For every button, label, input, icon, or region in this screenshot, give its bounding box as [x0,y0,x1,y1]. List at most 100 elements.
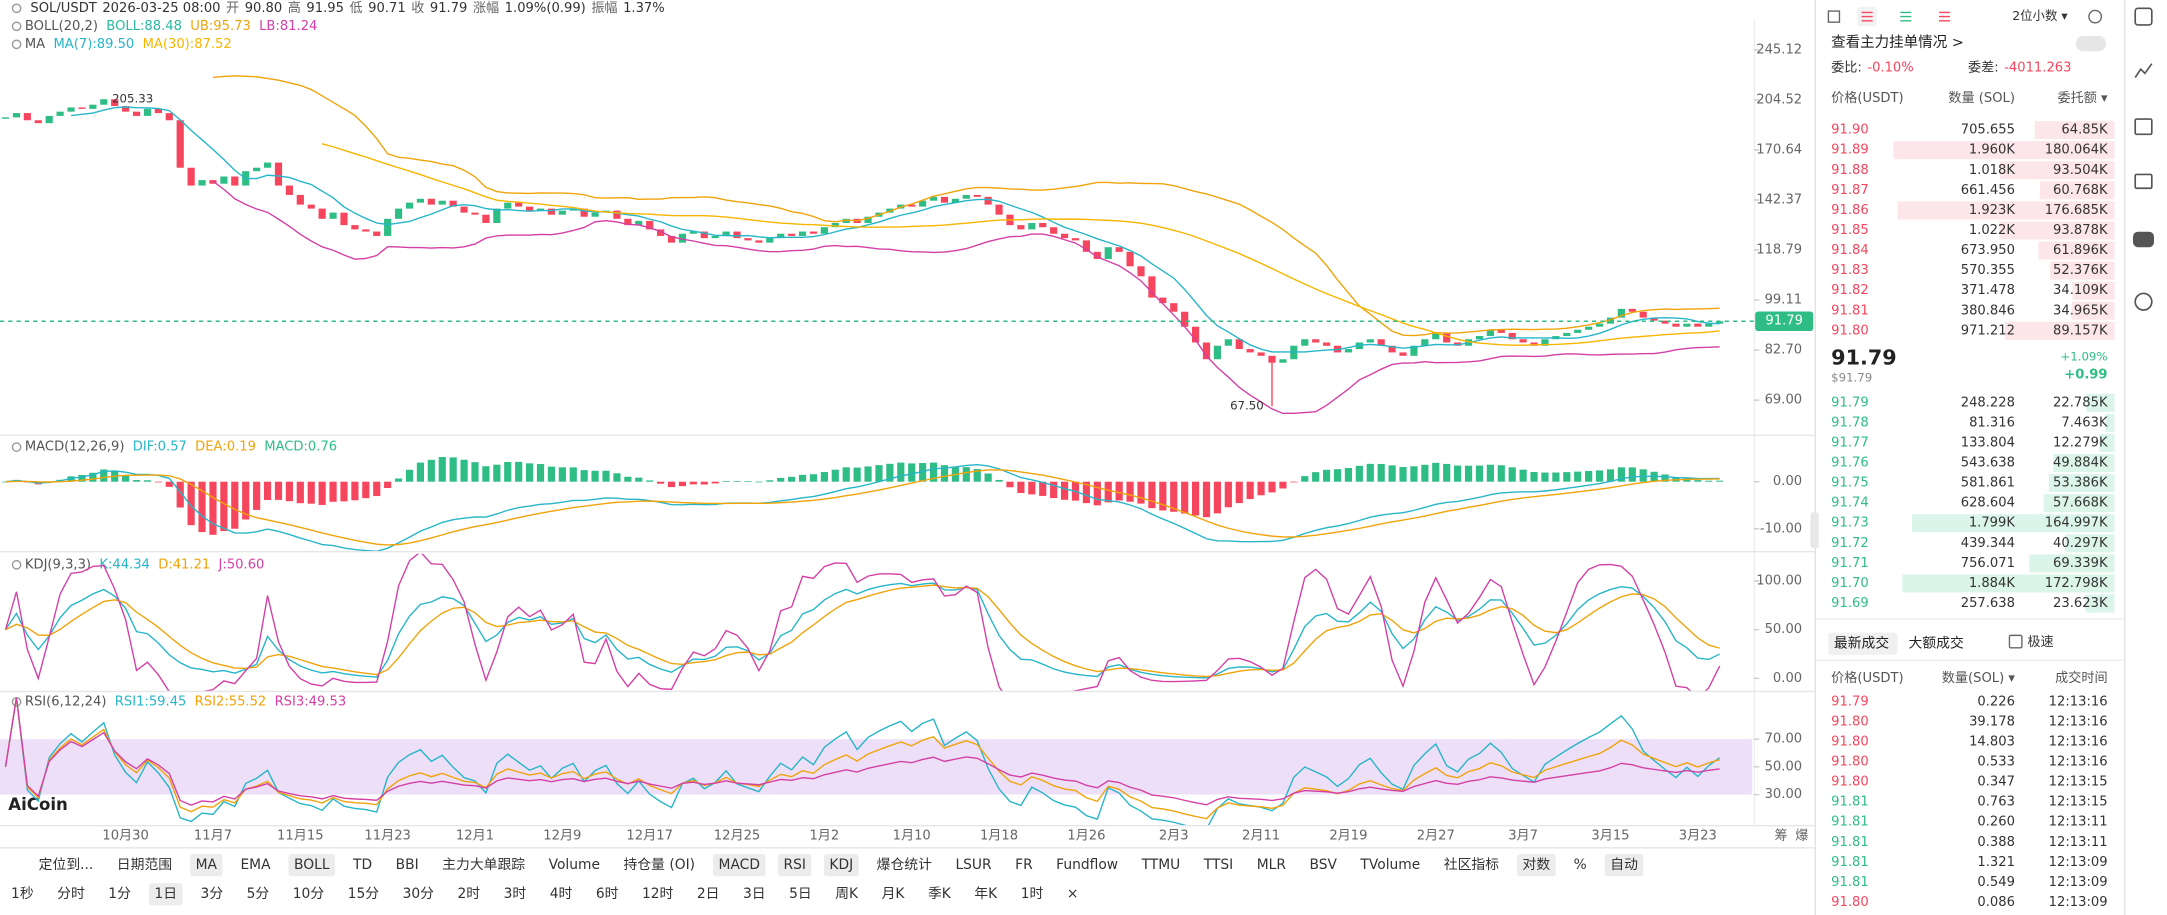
orderbook-title[interactable]: 查看主力挂单情况 > [1831,34,1964,51]
indicator-icon [11,39,22,50]
toolbar-item[interactable]: 爆仓统计 [877,857,932,873]
collapse-handle[interactable] [1810,512,1819,549]
toolbar-active [190,854,223,877]
toolbar-item[interactable]: 3分 [201,886,224,902]
fast-toggle[interactable]: 极速 [2027,634,2053,650]
toolbar-item[interactable]: 10分 [293,886,325,902]
candle-body [744,238,752,241]
toolbar-item[interactable]: 30分 [403,886,435,902]
toolbar-item[interactable]: TTSI [1203,857,1233,873]
indicator-value: RSI2:55.52 [195,694,267,709]
candle-body [1672,323,1680,327]
macd-bar [253,481,261,510]
toolbar-item[interactable]: EMA [240,857,271,873]
y-tick-label: 69.00 [1765,393,1803,408]
book-cell: 91.73 [1831,516,1869,531]
stat-value: 1.09%(0.99) [505,1,586,16]
toggle[interactable] [2075,35,2107,52]
macd-bar [493,464,501,482]
toolbar-item[interactable]: 周K [835,886,859,902]
stat-label: 低 [349,0,362,16]
candle-body [689,231,697,234]
toolbar-item[interactable]: × [1067,886,1079,902]
indicator-value: RSI1:59.45 [115,694,187,709]
checkbox[interactable] [2008,634,2023,649]
toolbar-item[interactable]: 1日 [154,886,177,902]
toolbar-item[interactable]: 对数 [1523,857,1551,873]
toolbar-item[interactable]: 3时 [504,886,527,902]
toolbar-item[interactable]: 2日 [697,886,720,902]
toolbar-item[interactable]: LSUR [955,857,992,873]
trade-cell: 91.80 [1831,734,1869,749]
toolbar-item[interactable]: 社区指标 [1444,857,1499,873]
toolbar-item[interactable]: 4时 [550,886,573,902]
toolbar-item[interactable]: 5分 [247,886,270,902]
book-cell: 91.78 [1831,415,1869,430]
indicator-line [4,697,1720,820]
icon[interactable] [1938,11,1951,22]
toolbar-item[interactable]: 15分 [348,886,380,902]
toolbar-item[interactable]: BBI [396,857,419,873]
toolbar-item[interactable]: 1分 [108,886,131,902]
toolbar-item[interactable]: 1秒 [11,886,34,902]
toolbar-item[interactable]: FR [1015,857,1033,873]
toolbar-item[interactable]: MA [196,857,218,873]
toolbar-item[interactable]: TTMU [1141,857,1181,873]
book-cell: 91.84 [1831,243,1869,258]
toolbar-item[interactable]: KDJ [829,857,853,873]
icon[interactable] [1900,11,1912,22]
icon[interactable] [1827,10,1841,23]
icon[interactable] [2134,63,2153,78]
icon[interactable] [2134,118,2153,136]
toolbar-item[interactable]: 年K [974,886,998,902]
toolbar-item[interactable]: 日期范围 [117,856,172,873]
toolbar-item[interactable]: TD [352,857,372,873]
logo: AiCoin [8,795,68,814]
toolbar-item[interactable]: 分时 [57,886,85,902]
depth-bar [1897,201,2115,220]
icon[interactable] [2134,7,2153,26]
toolbar-item[interactable]: BSV [1309,857,1337,873]
toolbar-item[interactable]: 12时 [642,886,674,902]
toolbar-item[interactable]: 月K [882,886,906,902]
toolbar-item[interactable]: 季K [928,886,952,902]
toolbar-item[interactable]: 6时 [596,886,619,902]
icon[interactable] [2134,292,2153,311]
trade-cell: 91.80 [1831,755,1869,770]
toolbar-item[interactable]: MACD [719,857,760,873]
toolbar-item[interactable]: 主力大单跟踪 [442,857,525,873]
toolbar-item[interactable]: Volume [549,857,600,873]
toolbar-item[interactable]: 持仓量 (OI) [623,857,695,873]
icon[interactable] [2134,173,2153,190]
icon[interactable] [2088,9,2103,24]
decimals-select[interactable]: 2位小数 ▾ [2012,8,2068,23]
toolbar-item[interactable]: Fundflow [1056,857,1118,873]
candle-body [1159,297,1167,304]
toolbar-item[interactable]: RSI [783,857,805,873]
toolbar-item[interactable]: TVolume [1359,857,1420,873]
icon[interactable] [1861,11,1873,22]
candle-body [1639,311,1647,318]
candle-body [198,180,206,186]
toolbar-item[interactable]: 5日 [789,886,812,902]
candle-body [362,229,370,232]
toolbar-item[interactable]: MLR [1257,857,1287,873]
toolbar-item[interactable]: 自动 [1610,857,1638,873]
stat-value: 1.37% [623,1,665,16]
candle-body [809,231,818,234]
toolbar-item[interactable]: BOLL [294,857,330,873]
y-tick-label: 100.00 [1756,573,1802,588]
toolbar-item[interactable]: 定位到... [39,857,94,873]
toolbar-item[interactable]: % [1574,857,1587,873]
toolbar-item[interactable]: 3日 [743,886,766,902]
indicator-line [5,464,1720,551]
candle-body [1323,342,1331,346]
macd-bar [1050,481,1058,499]
icon[interactable] [2133,231,2155,248]
toolbar-item[interactable]: 1时 [1021,886,1044,902]
macd-bar [154,481,162,483]
macd-bar [78,475,86,482]
last-price: 91.79 [1831,346,1897,370]
macd-bar [1574,471,1582,482]
toolbar-item[interactable]: 2时 [457,886,480,902]
